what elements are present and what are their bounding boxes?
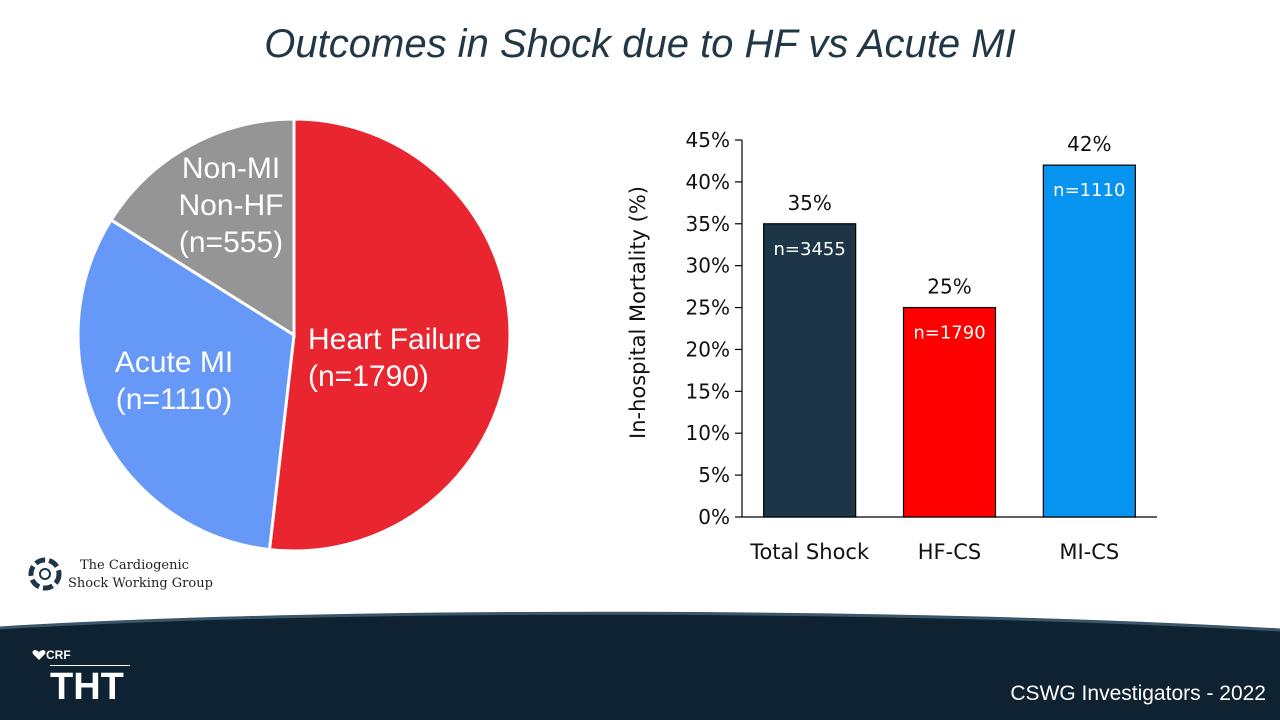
bar-mi-cs [1042, 164, 1136, 518]
bar-n-label: n=3455 [774, 239, 846, 260]
crf-tht-logo: CRF THT [30, 646, 140, 708]
heart-icon [32, 650, 46, 660]
pie-label-line: Non-MI [182, 152, 280, 185]
bar-chart: 0% 5% 10% 15% 20% 25% 30% 35% 40% 45% In-hospital … [626, 128, 1157, 564]
y-tick-label: 45% [686, 128, 730, 152]
y-tick-label: 40% [686, 170, 730, 194]
y-tick-label: 5% [698, 463, 730, 487]
bar-value-label: 25% [927, 275, 971, 299]
y-tick-label: 15% [686, 379, 730, 403]
x-tick-label: HF-CS [918, 540, 981, 564]
bar-value-label: 42% [1067, 132, 1111, 156]
bar-n-label: n=1110 [1053, 180, 1125, 201]
logo-text-line1: The Cardiogenic [80, 558, 189, 573]
y-tick-label: 25% [686, 296, 730, 320]
credit-text: CSWG Investigators - 2022 [1010, 682, 1266, 705]
bar-value-label: 35% [787, 191, 831, 215]
logo-divider [50, 665, 130, 666]
crf-label: CRF [46, 648, 71, 662]
pie-label-2: Non-MI Non-HF (n=555) [178, 152, 283, 259]
y-tick-label: 20% [686, 337, 730, 361]
y-tick-label: 35% [686, 212, 730, 236]
swirl-logo-icon [28, 557, 62, 591]
pie-label-line: Acute MI [115, 346, 233, 379]
bar-hf-cs [902, 306, 997, 518]
slide-title: Outcomes in Shock due to HF vs Acute MI [264, 22, 1016, 66]
pie-slice-0 [267, 117, 512, 553]
y-tick-label: 30% [686, 254, 730, 278]
pie-label-line: (n=1110) [116, 383, 232, 416]
pie-label-line: (n=555) [179, 226, 283, 259]
footer-band [0, 611, 1280, 720]
y-axis-label: In-hospital Mortality (%) [626, 186, 650, 439]
pie-slice-2 [109, 117, 296, 338]
bar-n-label: n=1790 [913, 323, 985, 344]
pie-label-line: Heart Failure [308, 323, 481, 356]
x-tick-label: Total Shock [749, 540, 870, 564]
bar-total-shock [763, 223, 857, 518]
cswg-logo: The Cardiogenic Shock Working Group [28, 557, 268, 597]
y-tick-label: 0% [698, 505, 730, 529]
pie-chart: Heart Failure (n=1790) Acute MI (n=1110) Non… [76, 117, 512, 553]
y-tick-label: 10% [686, 421, 730, 445]
pie-label-line: Non-HF [178, 189, 283, 222]
x-tick-label: MI-CS [1059, 540, 1119, 564]
pie-label-1: Acute MI (n=1110) [115, 346, 233, 416]
tht-label: THT [50, 666, 124, 708]
pie-label-line: (n=1790) [308, 360, 429, 393]
logo-text-line2: Shock Working Group [68, 576, 213, 591]
pie-label-0: Heart Failure (n=1790) [308, 323, 481, 393]
